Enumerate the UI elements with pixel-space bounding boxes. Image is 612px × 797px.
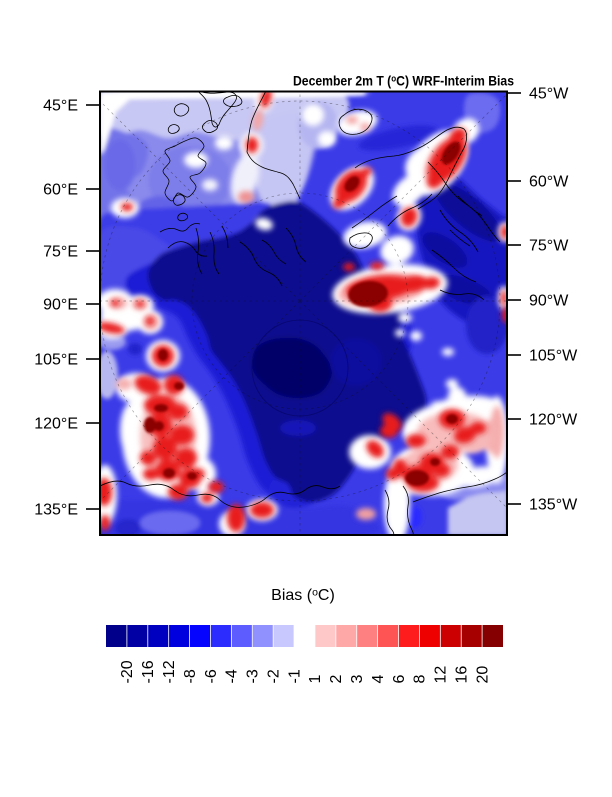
svg-text:Bias (oC): Bias (oC): [271, 587, 335, 605]
svg-text:-1: -1: [286, 669, 303, 683]
svg-text:6: 6: [391, 675, 408, 684]
svg-text:8: 8: [412, 675, 429, 684]
svg-text:1: 1: [307, 675, 324, 684]
svg-text:-2: -2: [266, 669, 283, 683]
svg-text:60°W: 60°W: [529, 174, 569, 191]
svg-text:-3: -3: [245, 669, 262, 683]
svg-text:4: 4: [370, 675, 387, 684]
svg-text:120°E: 120°E: [34, 416, 78, 433]
svg-text:December 2m T (oC) WRF-Interim: December 2m T (oC) WRF-Interim Bias: [293, 74, 514, 89]
svg-text:45°E: 45°E: [43, 98, 78, 115]
svg-text:20: 20: [474, 666, 491, 684]
svg-text:75°E: 75°E: [43, 244, 78, 261]
svg-text:2: 2: [328, 675, 345, 684]
svg-text:16: 16: [454, 666, 471, 684]
svg-text:-20: -20: [119, 660, 136, 683]
svg-text:105°W: 105°W: [529, 348, 578, 365]
svg-text:90°E: 90°E: [43, 297, 78, 314]
svg-text:120°W: 120°W: [529, 412, 578, 429]
svg-text:-6: -6: [203, 669, 220, 683]
svg-text:90°W: 90°W: [529, 293, 569, 310]
svg-text:-8: -8: [182, 669, 199, 683]
svg-text:-12: -12: [161, 660, 178, 683]
svg-text:3: 3: [349, 675, 366, 684]
svg-text:60°E: 60°E: [43, 182, 78, 199]
svg-text:105°E: 105°E: [34, 352, 78, 369]
svg-text:135°W: 135°W: [529, 497, 578, 514]
svg-text:-16: -16: [140, 660, 157, 683]
svg-text:75°W: 75°W: [529, 238, 569, 255]
svg-text:135°E: 135°E: [34, 502, 78, 519]
svg-text:-4: -4: [224, 669, 241, 683]
svg-text:12: 12: [433, 666, 450, 684]
svg-text:45°W: 45°W: [529, 86, 569, 103]
